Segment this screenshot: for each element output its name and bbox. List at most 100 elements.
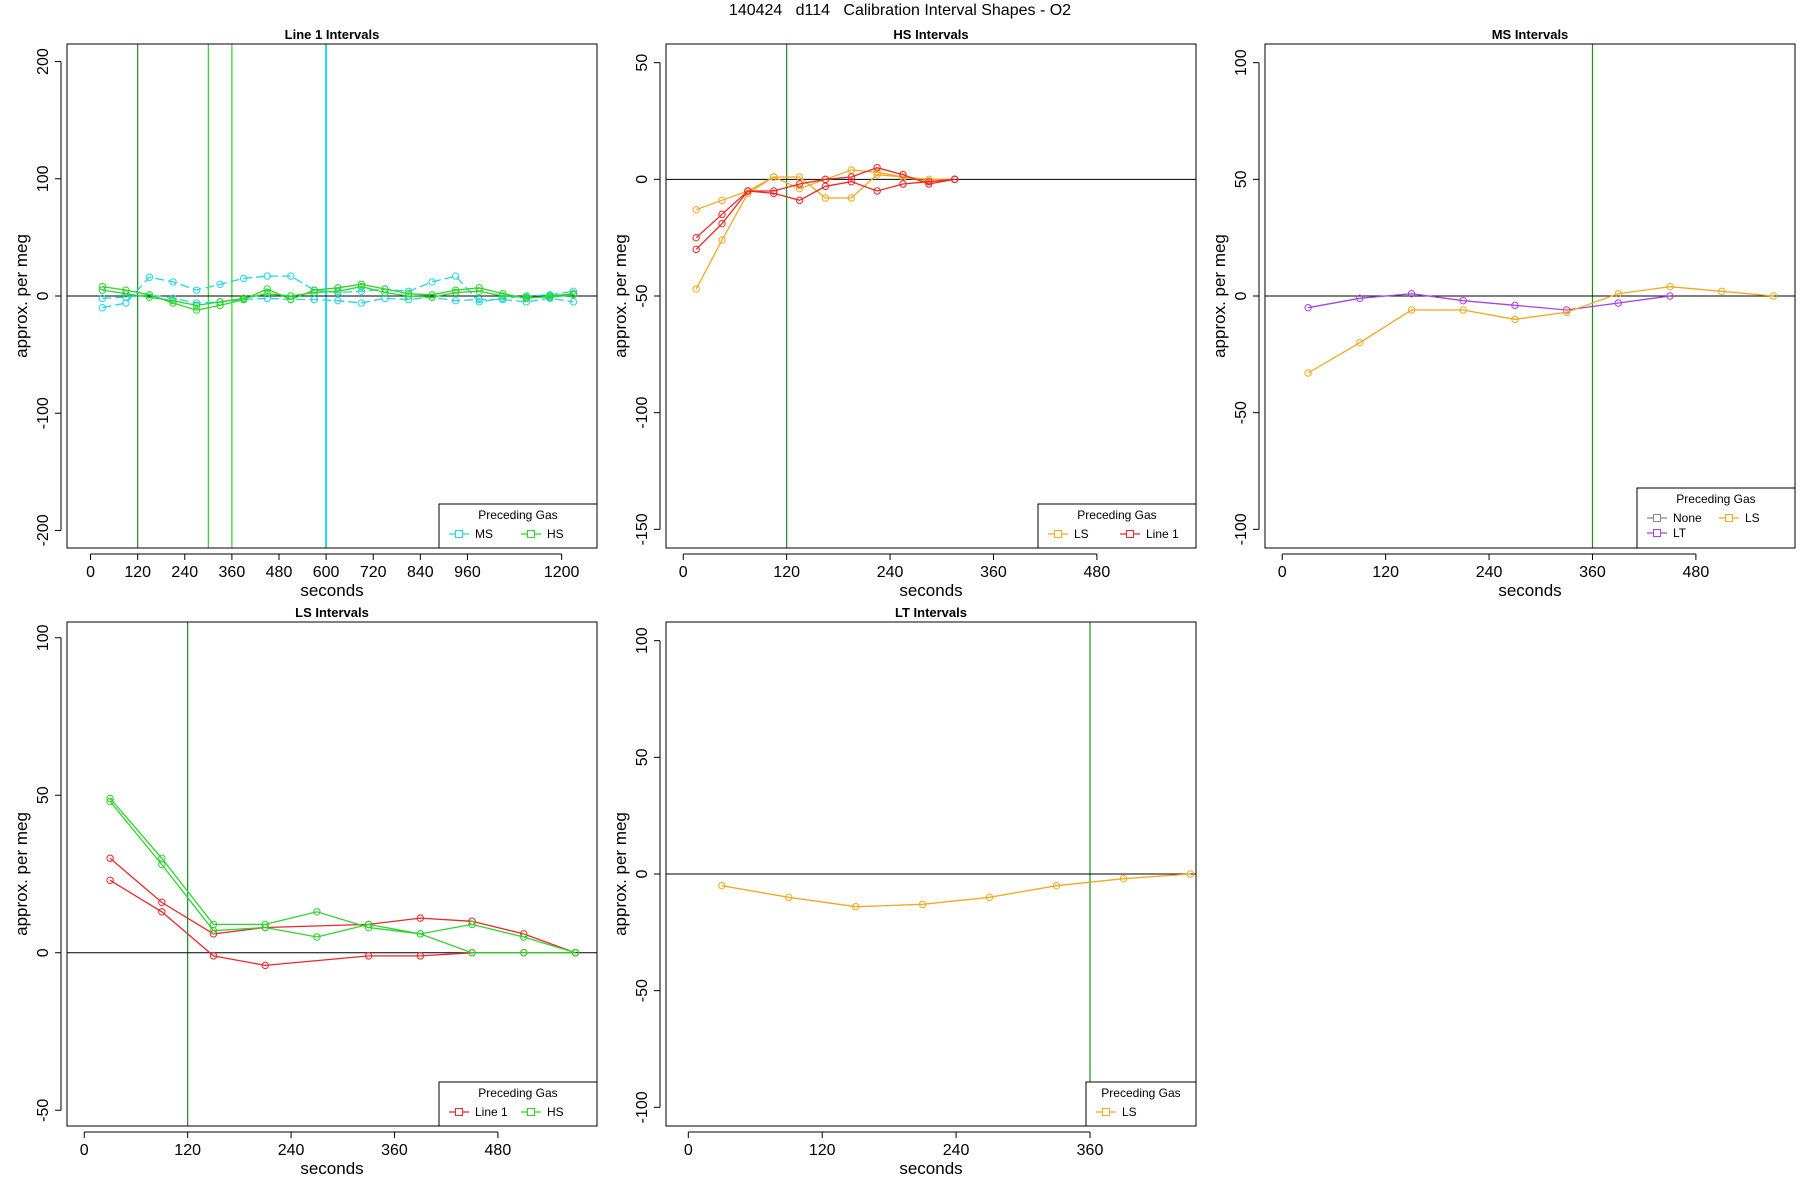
y-tick-label: -200 — [35, 514, 52, 546]
y-tick-label: 0 — [1233, 291, 1250, 300]
data-point-hs — [520, 933, 528, 941]
legend-label-ms: MS — [475, 527, 493, 541]
data-point-hs — [145, 293, 154, 301]
x-tick-label: 480 — [1084, 564, 1111, 581]
data-point-ls — [795, 184, 804, 193]
legend-label-lt: LT — [1673, 526, 1687, 540]
data-point-ms — [169, 278, 177, 286]
x-tick-label: 120 — [124, 564, 151, 581]
chart-panel-hs-intervals: HS Intervals 0 120 240 360 480 seconds -150 -100… — [611, 27, 1197, 600]
data-point-ms — [451, 272, 460, 280]
x-tick-label: 120 — [773, 564, 800, 581]
plot-frame — [1264, 43, 1796, 549]
data-point-hs — [569, 291, 578, 299]
data-point-ls — [847, 166, 855, 174]
data-point-hs — [169, 296, 177, 305]
data-point-hs — [357, 282, 366, 291]
data-point-hs — [499, 289, 507, 298]
data-point-ms — [263, 294, 271, 303]
data-point-ms — [357, 287, 366, 296]
y-tick-label: 50 — [1233, 170, 1250, 188]
data-point-ls — [1304, 369, 1312, 377]
data-point-lt — [1511, 301, 1519, 310]
y-tick-label: -150 — [634, 513, 651, 545]
series-line-ms — [102, 294, 574, 304]
data-point-line-1 — [416, 952, 425, 960]
data-point-ms — [357, 299, 366, 307]
data-point-lt — [1356, 294, 1364, 303]
y-tick-label: 200 — [35, 48, 52, 75]
x-tick-label: 240 — [171, 564, 198, 581]
y-tick-label: -50 — [634, 979, 651, 1002]
data-point-hs — [239, 294, 248, 303]
data-point-ms — [475, 295, 483, 304]
data-point-ls — [692, 205, 700, 214]
data-point-ms — [428, 278, 436, 286]
data-point-ls — [1459, 306, 1467, 314]
data-point-ms — [239, 274, 248, 283]
chart-panel-line-1-intervals: Line 1 Intervals 0 120 240 360 480 600 720 840 96… — [12, 27, 598, 600]
legend-marker-ms — [455, 530, 463, 538]
legend: Preceding Gas LS — [1085, 1081, 1197, 1127]
x-tick-label: 120 — [1372, 564, 1399, 581]
x-tick-label: 360 — [1579, 564, 1606, 581]
series-line-ms — [102, 275, 574, 309]
data-point-line-1 — [744, 187, 752, 195]
data-point-line-1 — [795, 180, 804, 188]
x-tick-label: 480 — [266, 564, 293, 581]
data-point-hs — [313, 908, 321, 916]
y-tick-label: 100 — [35, 165, 52, 192]
x-tick-label: 0 — [684, 1142, 693, 1159]
data-point-line-1 — [106, 876, 114, 884]
data-point-line-1 — [209, 952, 218, 960]
legend-box — [1037, 503, 1197, 549]
legend: Preceding Gas Line 1 HS — [438, 1081, 598, 1127]
series-line-hs — [109, 797, 576, 954]
legend-label-ls: LS — [1074, 527, 1089, 541]
legend-label-line-1: Line 1 — [475, 1105, 508, 1119]
data-point-line-1 — [692, 233, 700, 242]
y-tick-label: 0 — [35, 948, 52, 957]
data-point-line-1 — [821, 182, 830, 191]
data-point-line-1 — [795, 196, 804, 205]
legend-label-ls: LS — [1122, 1105, 1137, 1119]
data-point-ls — [899, 173, 907, 181]
legend-label-none: None — [1673, 511, 1702, 525]
y-axis-label: approx. per meg — [1210, 234, 1229, 358]
y-tick-label: 50 — [35, 786, 52, 804]
data-point-hs — [169, 299, 177, 307]
data-point-ms — [192, 299, 201, 307]
x-tick-label: 240 — [1476, 564, 1503, 581]
data-point-hs — [522, 293, 531, 301]
data-point-ms — [569, 298, 578, 306]
data-point-ms — [310, 295, 319, 304]
data-point-hs — [428, 293, 436, 301]
x-tick-label: 240 — [278, 1142, 305, 1159]
x-tick-label: 0 — [80, 1142, 89, 1159]
data-point-ms — [381, 294, 389, 303]
legend-label-hs: HS — [547, 527, 564, 541]
data-point-hs — [310, 286, 319, 294]
data-point-lt — [1614, 299, 1623, 307]
legend-marker-ls — [1054, 530, 1062, 538]
x-axis-label: seconds — [899, 581, 962, 600]
legend-title: Preceding Gas — [1101, 1086, 1180, 1100]
legend: Preceding Gas MS HS — [438, 503, 598, 549]
data-point-hs — [98, 282, 107, 291]
legend: Preceding Gas None LS LT — [1636, 487, 1796, 549]
data-point-ls — [1769, 292, 1778, 300]
data-point-hs — [145, 291, 154, 299]
data-point-ls — [1718, 287, 1726, 296]
data-point-ls — [1186, 870, 1195, 878]
y-tick-label: 50 — [634, 54, 651, 72]
legend-title: Preceding Gas — [478, 508, 557, 522]
data-point-hs — [192, 301, 201, 310]
legend-title: Preceding Gas — [1676, 492, 1755, 506]
data-point-ms — [475, 298, 483, 306]
series-line-ls — [721, 873, 1191, 908]
legend-marker-hs — [527, 1108, 535, 1116]
data-point-hs — [287, 292, 295, 300]
y-tick-label: -50 — [634, 284, 651, 307]
legend-marker-hs — [527, 530, 535, 538]
